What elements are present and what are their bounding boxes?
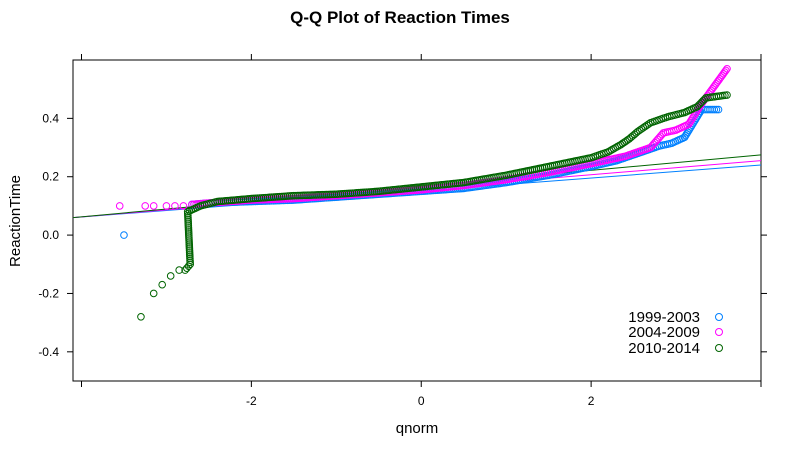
x-tick-label: -2	[246, 394, 257, 408]
point-3-4	[175, 266, 183, 274]
legend-marker-2	[715, 328, 723, 336]
qq-reference-lines	[72, 154, 762, 219]
y-tick-label: 0.0	[42, 228, 59, 242]
point-2-fill	[722, 66, 730, 75]
point-3-fill	[606, 147, 614, 155]
point-3-fill	[296, 191, 304, 200]
point-3-fill	[613, 142, 622, 151]
point-3-fill	[318, 190, 326, 199]
legend-marker-3	[715, 344, 723, 352]
point-3-3	[166, 272, 175, 280]
plot-frame	[72, 59, 762, 382]
point-3-fill	[294, 191, 302, 200]
point-3-fill	[320, 190, 328, 199]
point-3-fill	[609, 145, 618, 153]
point-3-fill	[304, 191, 312, 200]
point-3-fill	[316, 190, 324, 199]
qq-line-1	[72, 164, 762, 219]
point-1-fill	[712, 105, 721, 114]
legend-label-3: 2010-2014	[628, 340, 700, 357]
y-tick-label: -0.4	[38, 345, 59, 359]
point-3-0	[137, 313, 145, 321]
point-3-fill	[302, 191, 310, 200]
point-3-1	[149, 289, 158, 298]
point-3-fill	[312, 191, 320, 199]
point-3-fill	[310, 191, 318, 199]
point-2-23	[723, 64, 731, 73]
x-axis-tick-labels: -2 0 2	[246, 394, 595, 408]
y-tick-label: 0.4	[42, 111, 59, 125]
x-axis-label: qnorm	[396, 420, 439, 437]
legend-label-1: 1999-2003	[628, 309, 700, 326]
point-3-fill	[326, 190, 335, 199]
point-2-2	[149, 202, 158, 210]
point-3-fill	[298, 191, 306, 200]
point-3-2	[158, 280, 166, 289]
data-points	[115, 64, 731, 321]
point-3-fill	[300, 191, 308, 200]
point-3-fill	[292, 191, 300, 200]
point-3-fill	[644, 120, 653, 128]
chart-title: Q-Q Plot of Reaction Times	[290, 8, 510, 27]
point-3-fill	[330, 190, 339, 199]
legend-marker-1	[715, 313, 723, 321]
point-3-28	[723, 91, 731, 99]
y-tick-label: 0.2	[42, 170, 59, 184]
point-2-1	[141, 202, 149, 210]
point-3-fill	[328, 190, 337, 199]
axis-ticks	[67, 54, 767, 387]
qq-line-3	[72, 154, 762, 219]
point-3-11	[290, 191, 298, 200]
point-1-0	[120, 231, 128, 239]
x-tick-label: 2	[588, 394, 595, 408]
x-tick-label: 0	[418, 394, 425, 408]
point-3-fill	[322, 190, 331, 199]
point-2-3	[162, 202, 171, 210]
point-2-4	[171, 202, 179, 210]
y-tick-label: -0.2	[38, 286, 59, 300]
point-3-fill	[324, 190, 333, 199]
point-3-fill	[308, 191, 316, 199]
point-1-fill	[710, 105, 719, 114]
point-2-0	[115, 202, 124, 210]
point-3-fill	[607, 146, 616, 154]
point-3-fill	[306, 191, 314, 199]
y-axis-label: ReactionTime	[7, 175, 24, 267]
y-axis-tick-labels: -0.4 -0.2 0.0 0.2 0.4	[38, 111, 59, 358]
point-1-18	[714, 105, 723, 114]
point-2-5	[179, 202, 188, 210]
point-3-fill	[314, 191, 322, 199]
legend-label-2: 2004-2009	[628, 324, 700, 341]
legend: 1999-2003 2004-2009 2010-2014	[628, 309, 723, 357]
